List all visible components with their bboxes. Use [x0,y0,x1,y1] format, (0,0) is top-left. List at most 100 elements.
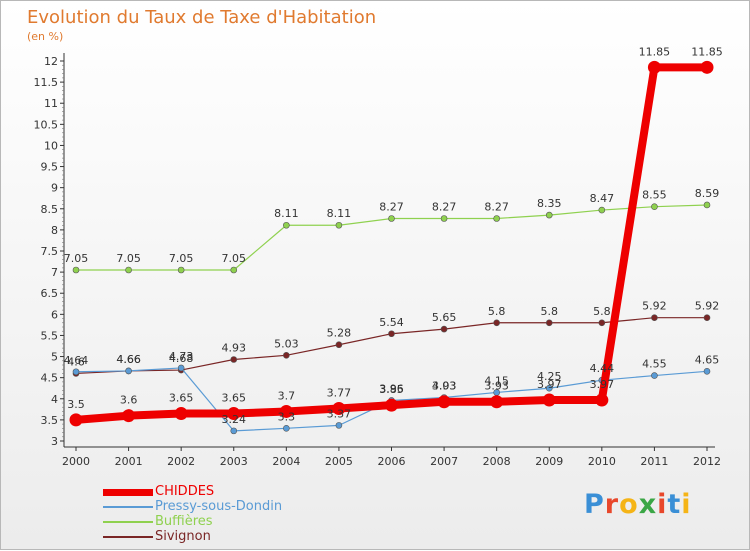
data-label: 8.11 [327,207,352,220]
data-point [595,393,609,407]
data-label: 3.3 [278,410,296,423]
chart-unit-label: (en %) [27,30,64,43]
y-tick-label: 9 [51,182,58,195]
data-label: 3.24 [222,413,247,426]
legend-swatch [103,521,153,523]
chart-legend: CHIDDES Pressy-sous-Dondin Buffières Sivign… [103,484,403,544]
y-tick-label: 8 [51,224,58,237]
data-point [125,266,132,274]
data-point [174,407,188,421]
data-point [283,425,290,432]
data-label: 4.25 [537,370,562,383]
y-tick-label: 11 [44,97,58,110]
data-label: 4.15 [484,374,509,387]
data-label: 4.66 [116,353,141,366]
data-label: 5.54 [379,316,404,329]
data-point [335,221,343,229]
x-tick-label: 2007 [430,455,458,468]
data-point [335,341,343,349]
legend-item: Buffières [103,514,403,529]
y-tick-label: 6.5 [41,287,59,300]
legend-label: Buffières [155,514,213,529]
y-tick-label: 5 [51,351,58,364]
x-tick-label: 2006 [378,455,406,468]
data-label: 4.44 [590,362,615,375]
y-tick-label: 4.5 [41,372,59,385]
x-tick-label: 2010 [588,455,616,468]
data-point [545,384,553,392]
data-point [651,203,658,210]
data-point [545,211,553,219]
data-label: 5.92 [695,300,720,313]
data-point [647,60,661,74]
data-label: 8.59 [695,187,720,200]
data-point [388,330,395,338]
data-label: 3.97 [590,378,615,391]
x-tick-label: 2005 [325,455,353,468]
chart-series [69,60,714,435]
data-point [122,409,136,423]
data-label: 4.68 [169,352,194,365]
data-label: 4.93 [222,342,247,355]
data-point [72,368,80,376]
data-label: 3.6 [120,394,138,407]
data-label: 4.73 [169,350,194,363]
x-tick-label: 2000 [62,455,90,468]
data-label: 3.65 [222,392,247,405]
data-point [440,215,448,222]
proxiti-logo: Proxiti [584,489,692,520]
data-point [493,319,500,327]
legend-swatch [103,536,153,538]
data-point [545,319,553,327]
data-label: 5.03 [274,337,299,350]
data-point [230,427,238,435]
data-label: 7.05 [64,252,89,265]
x-tick-label: 2001 [115,455,143,468]
data-label: 5.65 [432,311,457,324]
data-label: 8.47 [590,192,615,205]
y-tick-label: 10.5 [34,118,59,131]
data-label: 4.66 [116,353,141,366]
y-tick-label: 4 [51,393,58,406]
data-point [230,266,238,274]
data-label: 11.85 [639,45,671,58]
y-tick-label: 3 [51,435,58,448]
data-label: 3.97 [537,378,562,391]
data-point [177,266,185,274]
data-label: 8.55 [642,189,667,202]
data-point [227,407,241,421]
legend-swatch [103,488,153,496]
data-point [279,404,293,418]
data-point [69,413,83,427]
y-tick-label: 7.5 [41,245,59,258]
data-label: 5.8 [541,305,559,318]
data-label: 3.65 [169,392,194,405]
y-tick-label: 6 [51,308,58,321]
data-point [230,356,238,363]
data-point [440,325,448,333]
legend-item: Sivignon [103,529,403,544]
logo-letter: i [657,489,668,520]
y-tick-label: 10 [44,139,58,152]
legend-label: CHIDDES [155,484,215,499]
data-label: 3.77 [327,386,352,399]
data-point [283,351,290,359]
data-point [651,314,658,322]
logo-letter: P [584,489,605,520]
data-label: 8.27 [432,200,457,213]
data-point [598,206,606,214]
data-label: 3.5 [67,398,85,411]
data-point [493,215,500,222]
data-point [283,221,290,229]
data-label: 3.7 [278,389,296,402]
data-label: 3.96 [379,382,404,395]
y-tick-label: 3.5 [41,414,59,427]
x-tick-label: 2008 [483,455,511,468]
data-label: 5.8 [488,305,506,318]
data-label: 3.93 [432,380,457,393]
logo-letter: t [667,489,682,520]
y-tick-label: 11.5 [34,76,59,89]
data-point [177,364,185,372]
logo-letter: r [604,489,620,520]
